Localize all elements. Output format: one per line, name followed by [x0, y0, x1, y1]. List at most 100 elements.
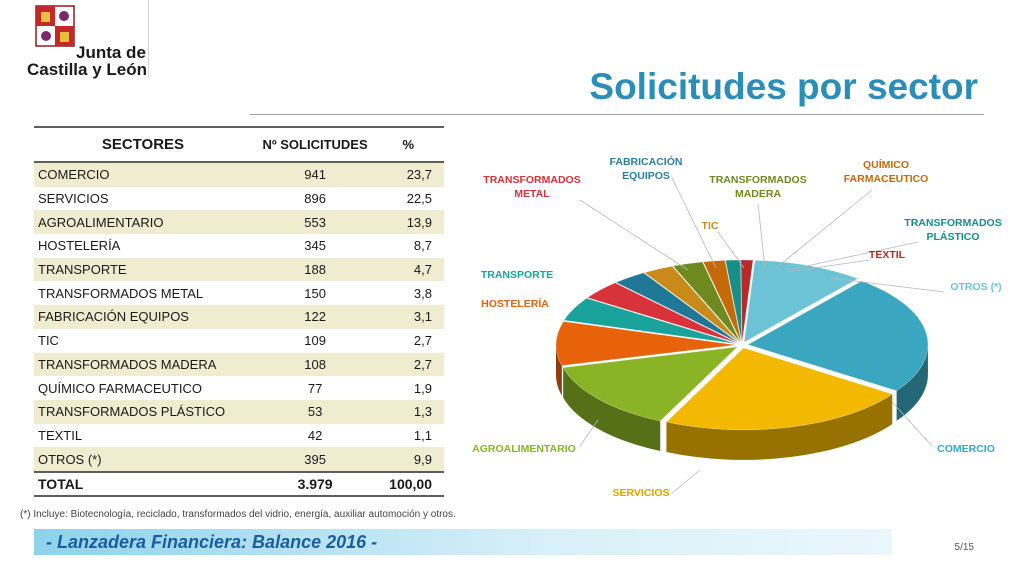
pie-slice-label: QUÍMICO FARMACEUTICO — [844, 158, 929, 185]
pie-slice — [562, 346, 739, 422]
pie-slice-label: COMERCIO — [937, 443, 995, 455]
sector-percent: 1,1 — [413, 427, 432, 443]
sector-name: COMERCIO — [34, 162, 252, 187]
pie-slice-label: TRANSFORMADOS MADERA — [709, 174, 806, 200]
sector-name: AGROALIMENTARIO — [34, 210, 252, 235]
sector-count: 395 — [251, 447, 379, 472]
sector-percent: 2,7 — [413, 333, 432, 349]
table-row: FABRICACIÓN EQUIPOS 122 3,1 — [34, 305, 444, 329]
logo-text-castilla: Castilla y León — [27, 60, 147, 79]
leader-line — [787, 241, 919, 271]
pie-slice — [702, 260, 742, 343]
sector-percent: 3,8 — [413, 285, 432, 301]
pie-slice — [725, 259, 743, 343]
sector-percent: 3,1 — [378, 305, 444, 329]
pie-slice-side — [666, 394, 893, 460]
pie-slice — [665, 347, 893, 431]
table-row: AGROALIMENTARIO 553 13,9 — [34, 210, 444, 235]
header-solicitudes: Nº SOLICITUDES — [251, 126, 379, 163]
sector-count: 896 — [304, 191, 326, 207]
page-title: Solicitudes por sector — [589, 66, 978, 107]
table-row: HOSTELERÍA 345 8,7 — [34, 234, 444, 258]
sector-name: TRANSPORTE — [34, 257, 252, 282]
table-row: TRANSFORMADOS PLÁSTICO 53 1,3 — [34, 399, 444, 424]
sector-count: 150 — [304, 285, 326, 301]
pie-slice — [743, 260, 859, 343]
leader-line — [757, 203, 766, 269]
table-row: TRANSFORMADOS MADERA 108 2,7 — [34, 352, 444, 377]
page-number: 5/15 — [954, 542, 974, 553]
sector-name: TEXTIL — [38, 427, 83, 443]
title-underline — [250, 114, 984, 115]
sector-percent: 9,9 — [378, 447, 444, 472]
sector-count: 109 — [304, 333, 326, 349]
pie-slice-side — [556, 344, 562, 396]
sector-count: 188 — [251, 257, 379, 282]
leader-line — [579, 419, 599, 447]
table-row: COMERCIO 941 23,7 — [34, 162, 444, 187]
sector-name: FABRICACIÓN EQUIPOS — [34, 305, 252, 329]
sectors-table: SECTORES Nº SOLICITUDES % COMERCIO 941 23,… — [34, 126, 444, 497]
pie-slice — [563, 297, 737, 345]
sector-name: SERVICIOS — [38, 191, 109, 207]
pie-slice — [555, 321, 737, 366]
pie-slice-label: TRANSFORMADOS PLÁSTICO — [904, 217, 1001, 243]
pie-slice-label: TRANSPORTE — [481, 269, 553, 281]
footer-banner — [34, 529, 892, 555]
pie-slice-side — [896, 344, 928, 421]
sector-percent: 22,5 — [406, 191, 432, 207]
sector-percent: 8,7 — [413, 238, 432, 254]
leader-line — [829, 277, 945, 293]
pie-slice — [740, 259, 754, 343]
sector-count: 77 — [307, 380, 323, 396]
leader-line — [671, 469, 701, 494]
pie-slice-label: TEXTIL — [869, 249, 906, 261]
pie-slice — [586, 282, 738, 344]
sector-count: 553 — [251, 210, 379, 235]
logo-divider — [148, 0, 149, 78]
table-row: TRANSPORTE 188 4,7 — [34, 257, 444, 282]
sector-count: 42 — [307, 427, 323, 443]
leader-line — [717, 231, 745, 269]
pie-slice-label: OTROS (*) — [950, 281, 1001, 293]
junta-castilla-leon-logo — [35, 5, 75, 47]
table-row: TIC 109 2,7 — [34, 329, 444, 353]
total-count: 3.979 — [251, 470, 379, 497]
leader-line — [671, 177, 717, 269]
sector-name: QUÍMICO FARMACEUTICO — [38, 380, 202, 396]
pie-slice-label: TRANSFORMADOS METAL — [483, 174, 580, 200]
sector-name: TIC — [38, 333, 59, 349]
leader-line — [579, 199, 689, 271]
pie-slice — [747, 280, 929, 392]
sector-name: HOSTELERÍA — [38, 238, 121, 254]
leader-line — [775, 189, 873, 269]
leader-line — [785, 259, 871, 273]
pie-slice-side — [563, 367, 661, 451]
table-total-row: TOTAL 3.979 100,00 — [34, 470, 444, 497]
pie-slice-label: SERVICIOS — [613, 487, 670, 499]
sector-pie-chart: COMERCIO SERVICIOS AGROALIMENTARIO HOSTELER… — [472, 155, 1002, 499]
footnote: (*) Incluye: Biotecnología, reciclado, t… — [20, 509, 456, 520]
sector-count: 108 — [251, 352, 379, 377]
sector-percent: 13,9 — [378, 210, 444, 235]
logo-text-junta: Junta de — [76, 43, 146, 62]
pie-slice-label: TIC — [702, 220, 719, 232]
sector-name: OTROS (*) — [34, 447, 252, 472]
sector-count: 941 — [251, 162, 379, 187]
table-row: TEXTIL 42 1,1 — [34, 424, 444, 448]
footer-banner-text: - Lanzadera Financiera: Balance 2016 - — [46, 532, 378, 552]
sector-name: TRANSFORMADOS MADERA — [34, 352, 252, 377]
table-row: OTROS (*) 395 9,9 — [34, 447, 444, 472]
sector-count: 345 — [304, 238, 326, 254]
sector-percent: 2,7 — [378, 352, 444, 377]
table-row: QUÍMICO FARMACEUTICO 77 1,9 — [34, 376, 444, 400]
header-sectores: SECTORES — [34, 126, 252, 163]
header-percent: % — [378, 126, 444, 163]
sector-count: 122 — [251, 305, 379, 329]
sector-name: TRANSFORMADOS PLÁSTICO — [34, 399, 252, 424]
total-label: TOTAL — [34, 470, 252, 497]
table-row: TRANSFORMADOS METAL 150 3,8 — [34, 281, 444, 305]
sector-name: TRANSFORMADOS METAL — [38, 285, 204, 301]
pie-slice-label: HOSTELERÍA — [481, 297, 549, 310]
leader-line — [891, 401, 933, 447]
